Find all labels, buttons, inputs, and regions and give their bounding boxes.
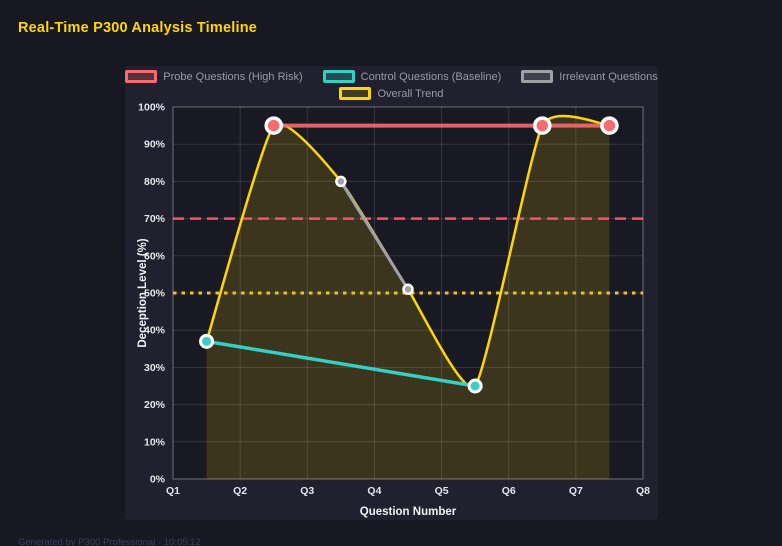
legend-row: Probe Questions (High Risk) Control Quest… [125,70,658,83]
x-tick-label: Q3 [300,485,314,497]
y-tick-label: 80% [144,176,166,188]
y-tick-label: 20% [144,399,166,411]
x-tick-label: Q1 [166,485,180,497]
data-point-control-questions-baseline[interactable] [467,378,483,394]
x-tick-label: Q7 [569,485,583,497]
x-tick-label: Q4 [367,485,381,497]
y-tick-label: 0% [150,474,166,486]
legend-swatch-icon [322,70,355,83]
y-tick-label: 90% [144,139,166,151]
x-axis-title: Question Number [360,506,457,518]
y-tick-label: 50% [144,288,166,300]
x-tick-label: Q6 [502,485,516,497]
y-tick-label: 70% [144,213,166,225]
data-point-control-questions-baseline[interactable] [199,333,215,349]
legend-item-overall-trend[interactable]: Overall Trend [339,87,444,100]
x-tick-label: Q2 [233,485,247,497]
legend-item-probe-questions-high-risk[interactable]: Probe Questions (High Risk) [125,70,303,83]
data-point-probe-questions-high-risk[interactable] [264,116,283,135]
legend-label: Overall Trend [377,87,444,100]
data-point-probe-questions-high-risk[interactable] [533,116,552,135]
page-title: Real-Time P300 Analysis Timeline [18,20,258,36]
legend-swatch-icon [339,87,372,100]
x-tick-label: Q5 [435,485,449,497]
plot-border [172,106,644,480]
chart-legend: Probe Questions (High Risk) Control Quest… [125,70,658,100]
series-line-control-questions-baseline [204,339,477,388]
x-tick-label: Q8 [636,485,650,497]
data-point-irrelevant-questions[interactable] [402,283,414,296]
legend-swatch-icon [521,70,554,83]
generated-by-note: Generated by P300 Professional - 10:05:1… [18,537,201,546]
y-tick-label: 100% [138,102,166,114]
legend-item-control-questions-baseline[interactable]: Control Questions (Baseline) [322,70,502,83]
legend-label: Control Questions (Baseline) [360,70,502,83]
data-point-irrelevant-questions[interactable] [335,175,347,188]
legend-row: Overall Trend [339,87,444,100]
y-tick-label: 10% [144,436,166,448]
legend-item-irrelevant-questions[interactable]: Irrelevant Questions [521,70,658,83]
trend-area-fill [206,115,610,479]
y-tick-label: 30% [144,362,166,374]
legend-label: Probe Questions (High Risk) [163,70,303,83]
y-tick-label: 40% [144,325,166,337]
legend-swatch-icon [125,70,158,83]
y-tick-label: 60% [144,250,166,262]
data-point-probe-questions-high-risk[interactable] [600,116,619,135]
legend-label: Irrelevant Questions [559,70,658,83]
series-line-irrelevant-questions [339,179,410,291]
y-axis-title: Deception Level (%) [137,238,149,347]
